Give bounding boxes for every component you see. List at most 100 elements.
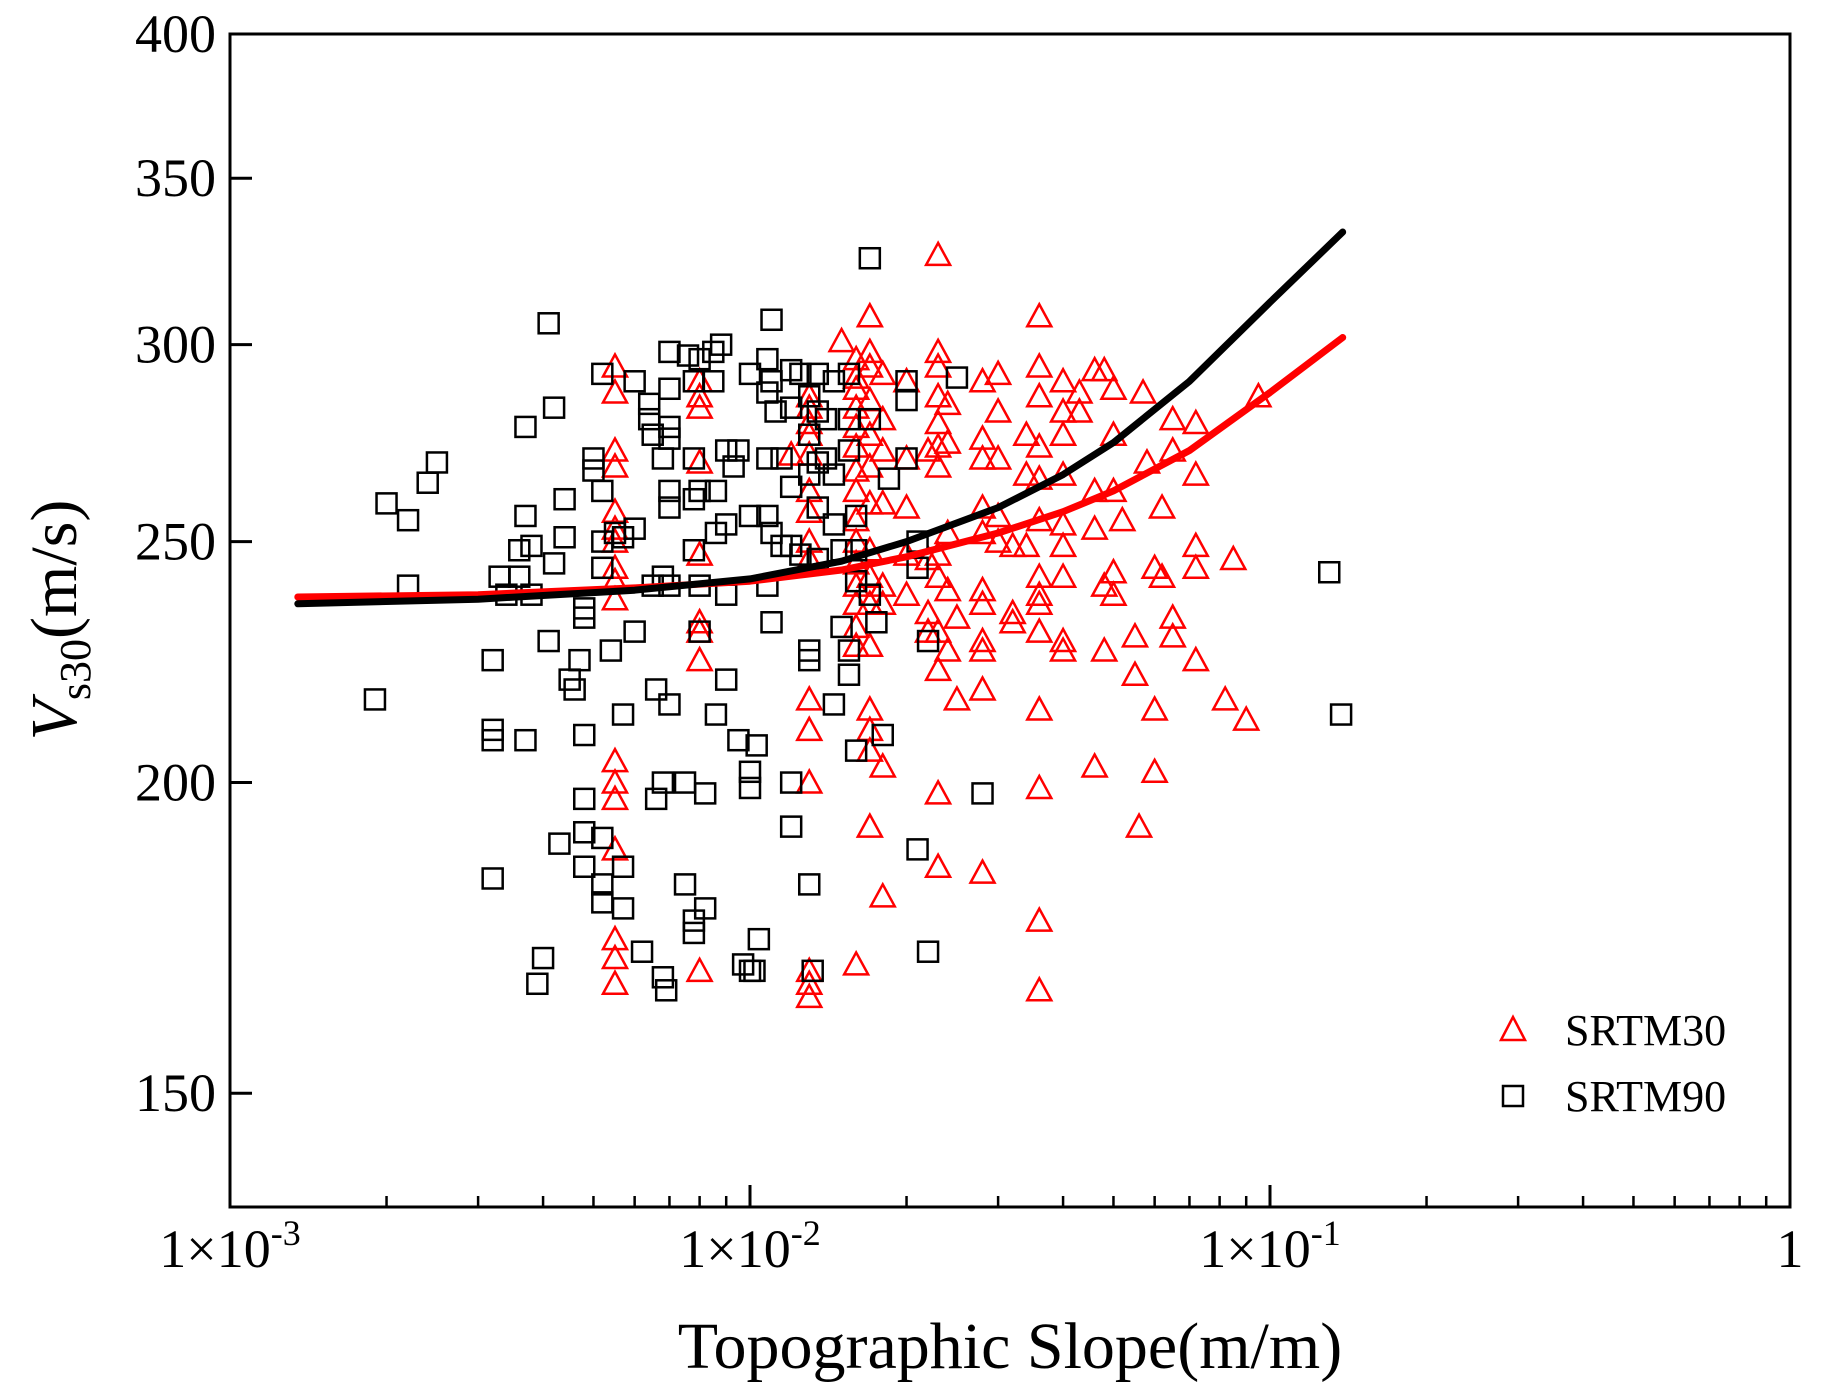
point-srtm90	[779, 396, 803, 419]
point-srtm90	[611, 703, 635, 726]
y-tick-label: 350	[135, 148, 216, 208]
point-srtm30	[1232, 705, 1261, 731]
point-srtm30	[1099, 374, 1128, 401]
point-srtm30	[855, 562, 884, 588]
point-srtm90	[738, 504, 762, 528]
point-srtm90	[623, 620, 646, 643]
point-srtm90	[481, 728, 504, 752]
point-srtm90	[822, 463, 846, 486]
point-srtm30	[1090, 355, 1119, 382]
point-srtm30	[942, 684, 972, 711]
point-srtm30	[685, 539, 714, 566]
point-srtm90	[654, 979, 678, 1002]
point-srtm30	[685, 447, 714, 474]
point-srtm30	[933, 575, 962, 602]
point-srtm30	[923, 852, 953, 878]
point-srtm30	[983, 443, 1013, 470]
point-srtm90	[844, 569, 868, 593]
point-srtm30	[600, 584, 630, 611]
point-srtm90	[572, 821, 596, 844]
point-srtm90	[743, 959, 766, 983]
point-srtm30	[855, 812, 884, 838]
x-tick-label: 1×10-1	[1199, 1213, 1340, 1279]
point-srtm90	[779, 771, 803, 794]
point-srtm90	[514, 415, 537, 439]
point-srtm30	[1025, 351, 1054, 378]
point-srtm90	[526, 972, 549, 996]
point-srtm30	[1120, 660, 1150, 686]
point-srtm90	[682, 909, 706, 932]
point-srtm90	[798, 873, 821, 896]
point-srtm90	[611, 897, 635, 920]
point-srtm90	[704, 479, 728, 503]
point-srtm90	[837, 639, 861, 662]
point-srtm30	[855, 420, 884, 446]
point-srtm30	[842, 612, 871, 639]
point-srtm90	[651, 966, 675, 989]
point-srtm90	[844, 504, 868, 528]
point-srtm90	[508, 565, 531, 588]
point-srtm90	[658, 377, 681, 401]
point-srtm30	[1158, 621, 1187, 648]
point-srtm90	[658, 427, 681, 450]
legend-label-srtm90: SRTM90	[1565, 1072, 1726, 1121]
point-srtm90	[858, 407, 882, 431]
point-srtm30	[795, 715, 824, 742]
plot-frame	[228, 32, 1792, 1209]
point-srtm90	[658, 479, 681, 503]
point-srtm30	[998, 598, 1027, 625]
point-srtm90	[945, 366, 969, 389]
point-srtm30	[685, 617, 714, 643]
point-srtm90	[644, 678, 668, 701]
point-srtm90	[789, 543, 812, 566]
point-srtm30	[855, 488, 884, 515]
point-srtm90	[738, 959, 762, 983]
point-srtm90	[865, 611, 888, 634]
point-srtm90	[822, 370, 846, 393]
point-srtm90	[682, 447, 706, 470]
point-srtm90	[822, 513, 846, 536]
point-srtm90	[688, 479, 711, 503]
point-srtm30	[1025, 773, 1054, 800]
point-srtm90	[563, 678, 586, 701]
point-srtm30	[968, 575, 997, 602]
point-srtm90	[553, 526, 576, 549]
point-srtm90	[363, 688, 387, 711]
point-srtm90	[756, 347, 779, 371]
point-srtm30	[868, 435, 897, 462]
point-srtm30	[855, 337, 884, 364]
point-srtm90	[599, 639, 623, 662]
point-srtm30	[600, 767, 630, 794]
point-srtm30	[968, 626, 997, 653]
point-srtm30	[998, 607, 1027, 634]
point-srtm90	[798, 648, 821, 672]
point-srtm90	[537, 629, 560, 653]
point-srtm30	[1080, 751, 1109, 778]
point-srtm90	[756, 504, 779, 528]
point-srtm30	[1158, 603, 1187, 629]
point-srtm90	[1329, 703, 1353, 726]
point-srtm30	[795, 497, 824, 523]
point-srtm90	[582, 447, 605, 470]
point-srtm30	[1025, 694, 1054, 721]
y-axis-ticks: 150 200 250 300 350 400	[135, 4, 252, 1123]
point-srtm30	[1025, 589, 1054, 616]
point-srtm30	[795, 684, 824, 711]
point-srtm30	[1124, 812, 1154, 838]
point-srtm30	[1025, 562, 1054, 588]
point-srtm90	[508, 538, 531, 562]
point-srtm90	[542, 552, 566, 575]
point-srtm90	[722, 455, 745, 478]
x-tick-label: 1×10-3	[159, 1213, 300, 1279]
point-srtm30	[827, 326, 856, 353]
point-srtm30	[600, 553, 630, 580]
point-srtm30	[685, 956, 714, 983]
point-srtm90	[658, 496, 681, 519]
point-srtm30	[1012, 531, 1041, 558]
x-tick-exponent: -1	[1311, 1213, 1341, 1253]
point-srtm30	[685, 645, 714, 672]
point-srtm30	[600, 451, 630, 478]
point-srtm30	[868, 881, 897, 908]
point-srtm30	[795, 982, 824, 1009]
